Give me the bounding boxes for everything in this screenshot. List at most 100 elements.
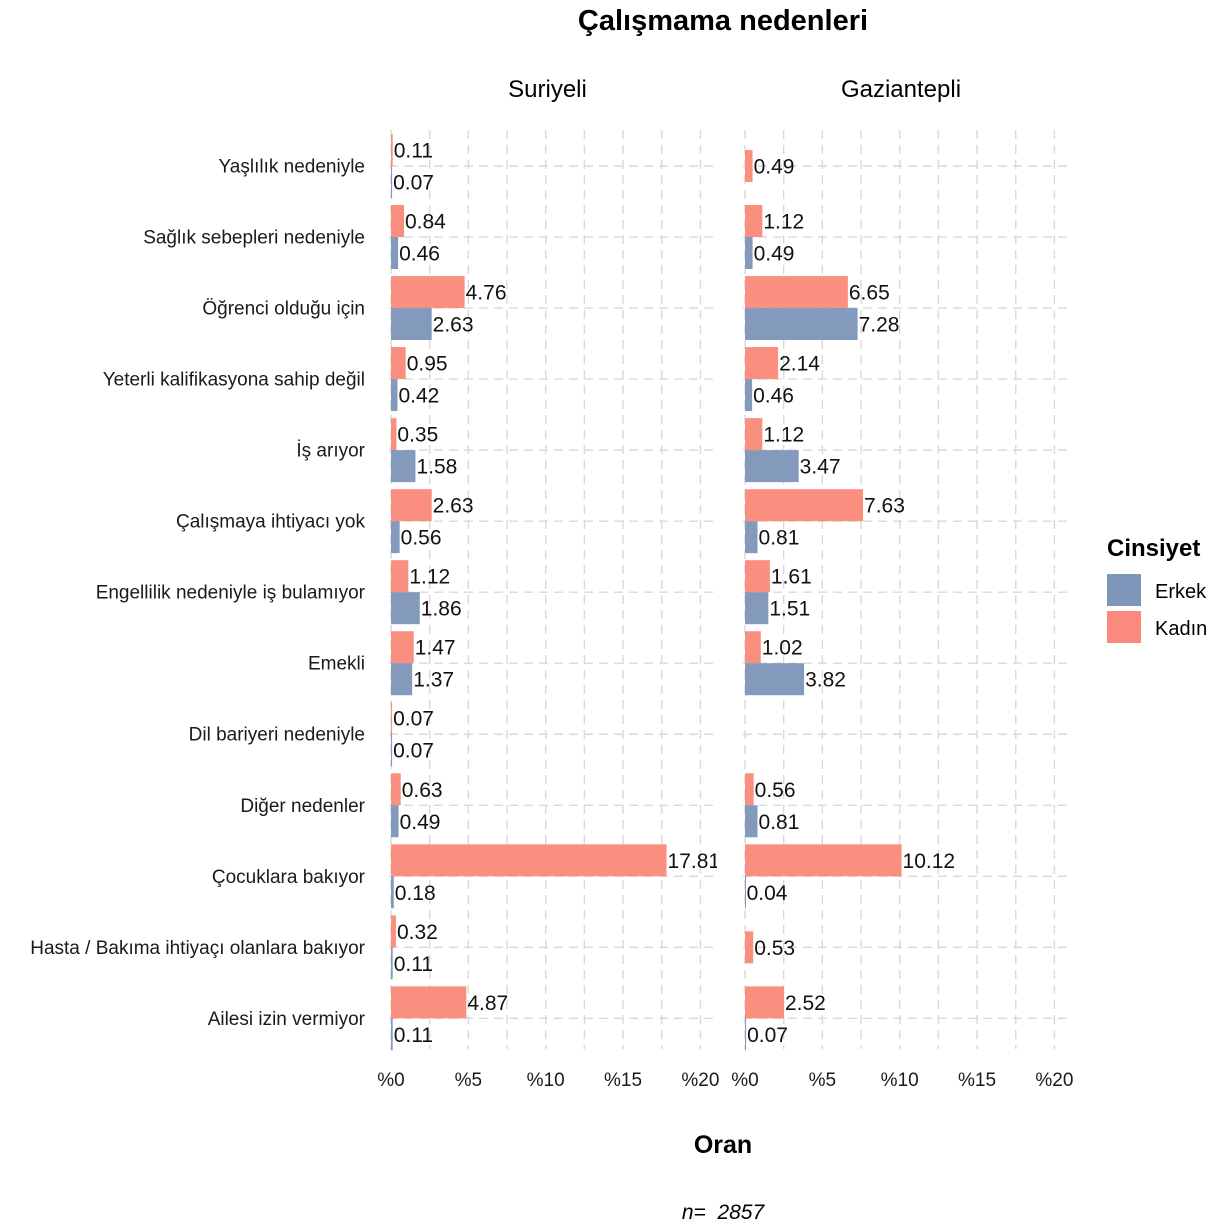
bar-erkek: [391, 450, 416, 483]
value-label: 6.65: [849, 282, 890, 305]
bar-erkek: [745, 379, 753, 412]
value-label: 0.95: [407, 353, 448, 376]
plot-area: Suriyeli Gaziantepli Yaşlılık nedeniyle Sağ…: [30, 76, 1073, 1091]
bar-kadin: [745, 844, 902, 877]
category-label: Diğer nedenler: [240, 796, 365, 817]
value-label: 7.63: [864, 495, 905, 518]
facet-panel-0: 0.11 0.84 4.76 0.95 0.35 2.63 1.12 1.47 0.07 0.63…: [391, 134, 717, 1051]
bar-erkek: [391, 1018, 393, 1051]
bar-erkek: [391, 592, 420, 625]
bar-kadin: [745, 276, 848, 309]
value-label: 0.35: [397, 424, 438, 447]
x-tick-label: %15: [604, 1070, 642, 1091]
category-label: Sağlık sebepleri nedeniyle: [143, 228, 365, 249]
bar-erkek: [391, 734, 393, 767]
bar-erkek: [391, 947, 393, 980]
value-label: 1.47: [415, 637, 456, 660]
value-label: 7.28: [859, 314, 900, 337]
bar-kadin: [391, 560, 409, 593]
value-label: 1.86: [421, 598, 462, 621]
value-label: 1.02: [762, 637, 803, 660]
value-label: 3.82: [805, 669, 846, 692]
value-label: 1.12: [409, 566, 450, 589]
value-label: 10.12: [903, 850, 956, 873]
category-label: Yaşlılık nedeniyle: [219, 157, 365, 178]
x-axis-title: Oran: [694, 1131, 752, 1159]
bar-erkek: [745, 521, 758, 554]
category-label: Öğrenci olduğu için: [202, 299, 365, 320]
value-label: 4.87: [467, 992, 508, 1015]
bar-kadin: [745, 418, 763, 451]
value-label: 0.07: [393, 708, 434, 731]
bar-kadin: [391, 915, 396, 948]
value-label: 0.46: [399, 243, 440, 266]
category-label: İş arıyor: [296, 441, 365, 462]
value-label: 0.32: [397, 921, 438, 944]
x-tick-label: %5: [455, 1070, 482, 1091]
value-label: 1.12: [763, 424, 804, 447]
value-label: 0.49: [754, 156, 795, 179]
bar-kadin: [391, 986, 467, 1019]
value-label: 1.61: [771, 566, 812, 589]
bar-kadin: [391, 205, 404, 238]
facet-panel-1: 0.49 1.12 6.65 2.14 1.12 7.63 1.61 1.02 0.56 10.1…: [745, 150, 956, 1051]
category-label: Yeterli kalifikasyona sahip değil: [103, 370, 365, 391]
x-tick-label: %20: [1035, 1070, 1073, 1091]
category-label: Ailesi izin vermiyor: [208, 1009, 366, 1030]
bar-erkek: [745, 1018, 747, 1051]
x-tick-label: %15: [958, 1070, 996, 1091]
bar-kadin: [745, 631, 761, 664]
value-label: 1.12: [763, 211, 804, 234]
bar-kadin: [745, 150, 753, 182]
value-label: 0.11: [394, 953, 433, 976]
legend-title: Cinsiyet: [1107, 535, 1200, 562]
panel-title: Suriyeli: [508, 76, 587, 103]
value-label: 0.84: [405, 211, 446, 234]
category-label: Dil bariyeri nedeniyle: [189, 725, 365, 746]
category-label: Çocuklara bakıyor: [212, 867, 366, 888]
category-label: Engellilik nedeniyle iş bulamıyor: [96, 583, 366, 604]
sample-size-caption: n= 2857: [682, 1201, 766, 1224]
legend-swatch-kadin: [1107, 611, 1141, 643]
category-label: Hasta / Bakıma ihtiyaçı olanlara bakıyor: [30, 938, 365, 959]
bar-erkek: [391, 521, 400, 554]
bar-erkek: [391, 237, 399, 270]
value-label: 1.58: [416, 456, 457, 479]
bar-kadin: [391, 844, 667, 877]
value-label: 0.56: [755, 779, 796, 802]
bar-kadin: [745, 986, 784, 1019]
value-label: 0.81: [759, 527, 800, 550]
legend-label-kadin: Kadın: [1155, 618, 1207, 640]
bar-kadin: [391, 631, 414, 664]
bar-kadin: [391, 347, 406, 380]
bar-erkek: [391, 876, 394, 909]
value-label: 1.51: [769, 598, 810, 621]
x-tick-label: %10: [527, 1070, 565, 1091]
bar-erkek: [745, 805, 758, 838]
bar-erkek: [745, 876, 746, 909]
bar-erkek: [745, 663, 805, 696]
value-label: 0.04: [747, 882, 788, 905]
bar-kadin: [745, 560, 770, 593]
bar-erkek: [745, 308, 858, 341]
value-label: 2.63: [433, 495, 474, 518]
bar-kadin: [391, 773, 401, 806]
value-label: 0.07: [393, 172, 434, 195]
value-label: 4.76: [466, 282, 507, 305]
value-label: 2.52: [785, 992, 826, 1015]
chart-title: Çalışmama nedenleri: [578, 5, 868, 37]
panel-title: Gaziantepli: [841, 76, 961, 103]
bar-erkek: [391, 308, 432, 341]
x-tick-label: %5: [809, 1070, 836, 1091]
value-label: 2.63: [433, 314, 474, 337]
bar-kadin: [391, 134, 393, 166]
value-label: 0.07: [393, 740, 434, 763]
legend: Cinsiyet Erkek Kadın: [1107, 535, 1207, 643]
value-label: 0.18: [395, 882, 436, 905]
bar-erkek: [391, 166, 393, 198]
x-tick-label: %20: [681, 1070, 719, 1091]
value-label: 0.81: [759, 811, 800, 834]
value-label: 1.37: [413, 669, 454, 692]
